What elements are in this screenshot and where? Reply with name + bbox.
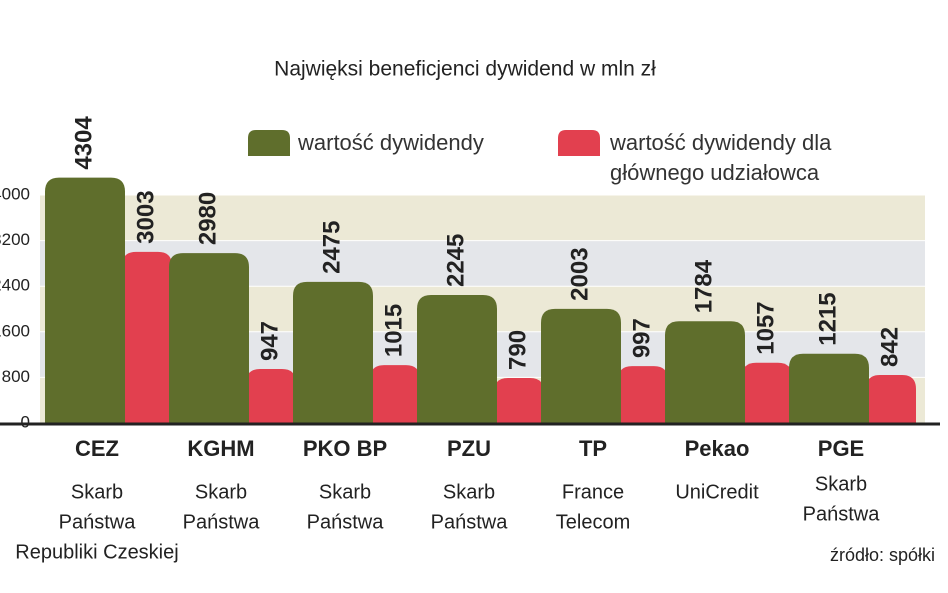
bar — [122, 251, 172, 423]
x-tick-label: CEZ — [75, 436, 119, 461]
x-tick-label: PGE — [818, 436, 864, 461]
y-tick-label: 3200 — [0, 230, 30, 249]
shareholder-label: Skarb — [195, 481, 247, 503]
x-tick-label: Pekao — [685, 436, 750, 461]
bar — [866, 375, 916, 423]
bar — [618, 366, 668, 423]
bar — [370, 365, 420, 423]
value-label: 790 — [504, 330, 531, 370]
x-tick-label: PKO BP — [303, 436, 387, 461]
y-tick-label: 0 — [21, 412, 30, 431]
shareholder-label: Telecom — [556, 511, 630, 533]
value-label: 1015 — [380, 304, 407, 357]
value-label: 3003 — [132, 190, 159, 243]
bar — [541, 308, 621, 423]
shareholder-label: Skarb — [443, 481, 495, 503]
y-tick-label: 2400 — [0, 276, 30, 295]
shareholder-label: Państwa — [183, 511, 261, 533]
legend-label: wartość dywidendy — [298, 130, 484, 155]
value-label: 842 — [876, 327, 903, 367]
value-label: 1784 — [690, 259, 717, 313]
bar — [45, 177, 125, 423]
value-label: 2245 — [442, 234, 469, 287]
y-tick-label: 800 — [2, 367, 30, 386]
bar — [742, 362, 792, 423]
value-label: 2980 — [194, 192, 221, 245]
chart-title: Najwięksi beneficjenci dywidend w mln zł — [274, 58, 656, 81]
bar — [665, 321, 745, 423]
x-tick-label: KGHM — [187, 436, 254, 461]
legend-swatch — [558, 130, 600, 156]
bar — [246, 369, 296, 423]
legend-label: wartość dywidendy dla głównego udziałowc… — [610, 130, 832, 185]
x-tick-label: PZU — [447, 436, 491, 461]
value-label: 4304 — [70, 116, 97, 170]
value-label: 997 — [628, 318, 655, 358]
shareholder-label: France — [562, 481, 624, 503]
band — [40, 195, 925, 241]
value-label: 1215 — [814, 292, 841, 345]
shareholder-label: Skarb — [319, 481, 371, 503]
bar — [417, 295, 497, 423]
shareholder-label: Skarb — [815, 473, 867, 495]
y-tick-label: 4000 — [0, 184, 30, 203]
value-label: 947 — [256, 321, 283, 361]
bar — [293, 281, 373, 423]
shareholder-label: UniCredit — [675, 481, 759, 503]
source: źródło: spółki — [830, 545, 935, 565]
value-label: 2003 — [566, 247, 593, 300]
shareholder-label: Państwa — [431, 511, 509, 533]
x-tick-label: TP — [579, 436, 607, 461]
shareholder-label: Państwa — [307, 511, 385, 533]
legend-swatch — [248, 130, 290, 156]
bar — [789, 353, 869, 423]
shareholder-label: Państwa — [59, 511, 137, 533]
value-label: 1057 — [752, 301, 779, 354]
shareholder-label: Republiki Czeskiej — [15, 541, 178, 563]
value-label: 2475 — [318, 221, 345, 274]
bar — [494, 377, 544, 423]
shareholder-label: Skarb — [71, 481, 123, 503]
y-tick-label: 1600 — [0, 321, 30, 340]
shareholder-label: Państwa — [803, 503, 881, 525]
bar — [169, 253, 249, 423]
